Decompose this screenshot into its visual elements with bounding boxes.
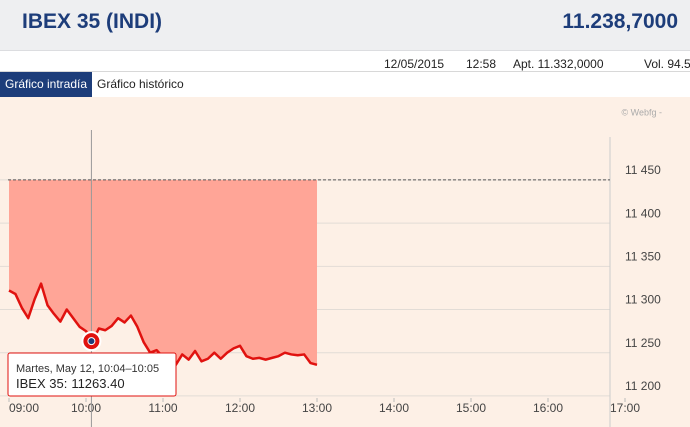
y-tick-label: 11 450 — [625, 163, 661, 177]
y-tick-label: 11 350 — [625, 249, 661, 263]
y-tick-label: 11 300 — [625, 293, 661, 307]
info-volume: Vol. 94.5 — [644, 57, 690, 71]
watermark: © Webfg - — [622, 107, 662, 117]
header: IBEX 35 (INDI) 11.238,7000 — [0, 0, 690, 51]
tooltip-number: 11263.40 — [71, 376, 124, 391]
divider — [0, 71, 690, 72]
y-tick-label: 11 200 — [625, 379, 661, 393]
tooltip-date: Martes, May 12, 10:04–10:05 — [16, 363, 159, 375]
x-tick-label: 09:00 — [9, 401, 39, 415]
tooltip-box — [7, 352, 177, 397]
x-tick-label: 15:00 — [456, 401, 486, 415]
tooltip-series: IBEX 35: — [16, 376, 67, 391]
index-price: 11.238,7000 — [562, 10, 678, 33]
x-tick-label: 13:00 — [302, 401, 332, 415]
x-tick-label: 12:00 — [225, 401, 255, 415]
tab-historic[interactable]: Gráfico histórico — [92, 72, 189, 97]
y-tick-label: 11 400 — [625, 206, 661, 220]
x-tick-label: 16:00 — [533, 401, 563, 415]
x-tick-label: 11:00 — [148, 401, 177, 415]
info-time: 12:58 — [466, 57, 497, 71]
index-title: IBEX 35 (INDI) — [22, 10, 163, 33]
info-open: Apt. 11.332,0000 — [513, 57, 604, 71]
y-tick-label: 11 250 — [625, 336, 661, 350]
x-tick-label: 17:00 — [610, 401, 640, 415]
x-tick-label: 10:00 — [71, 401, 101, 415]
x-tick-label: 14:00 — [379, 401, 409, 415]
hover-marker-dot — [87, 337, 96, 346]
info-date: 12/05/2015 — [384, 57, 445, 71]
tab-intraday[interactable]: Gráfico intradía — [0, 72, 93, 97]
area — [9, 179, 317, 365]
tooltip-value: IBEX 35: 11263.40 — [16, 376, 125, 391]
